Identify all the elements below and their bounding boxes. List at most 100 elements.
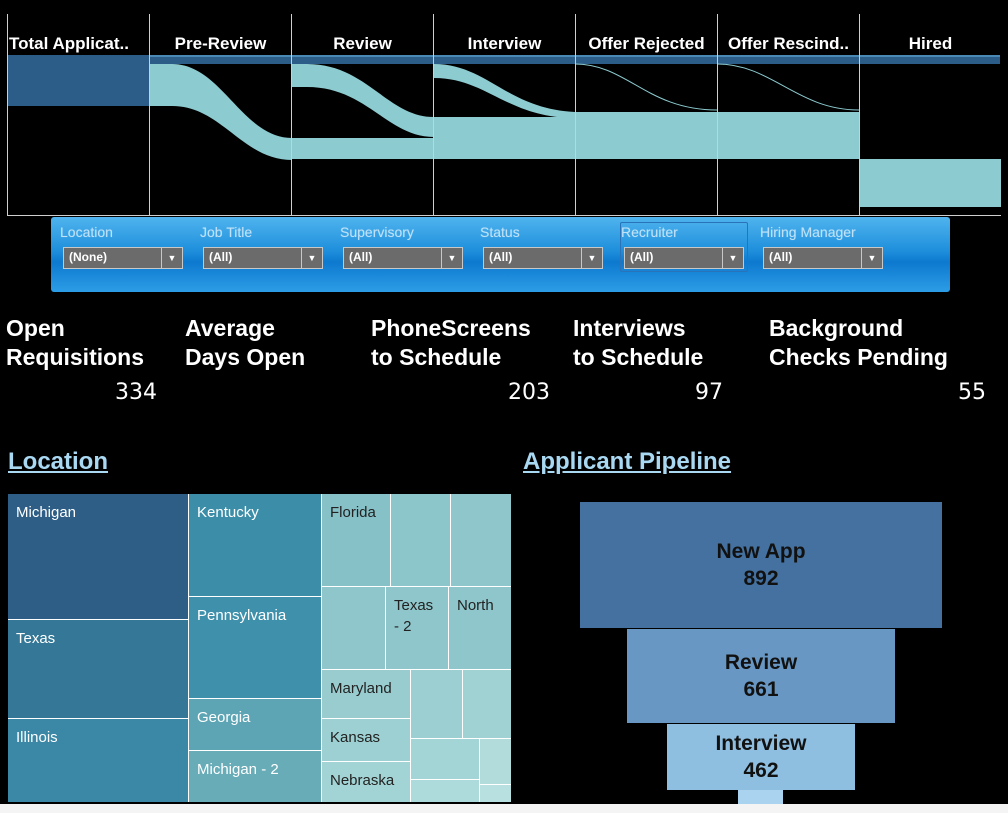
treemap-tile-unlabeled[interactable] xyxy=(480,739,511,784)
treemap-tile-kentucky[interactable]: Kentucky xyxy=(189,494,321,596)
tile-label: Maryland xyxy=(330,680,392,697)
filter-supervisory: Supervisory (All) ▼ xyxy=(340,223,466,269)
sankey-chart xyxy=(7,14,1001,216)
funnel-stage-next[interactable] xyxy=(738,790,783,804)
select-value: (All) xyxy=(769,250,793,264)
select-value: (All) xyxy=(630,250,654,264)
treemap-tile-unlabeled[interactable] xyxy=(391,494,450,586)
kpi-phonescreens-label: PhoneScreens to Schedule xyxy=(371,314,531,372)
sankey-top-band xyxy=(149,55,1000,64)
kpi-line: Checks Pending xyxy=(769,344,948,370)
funnel-stage-value: 661 xyxy=(743,678,779,701)
tile-label: Nebraska xyxy=(330,772,395,789)
kpi-average-days-open-label: Average Days Open xyxy=(185,314,305,372)
kpi-line: to Schedule xyxy=(371,344,502,370)
status-select[interactable]: (All) ▼ xyxy=(483,247,603,269)
sankey-node-total xyxy=(8,55,149,106)
kpi-line: Open xyxy=(6,315,65,341)
tile-label: Texas - 2 xyxy=(394,597,434,635)
sankey-flow-review xyxy=(292,64,434,137)
recruiter-select[interactable]: (All) ▼ xyxy=(624,247,744,269)
treemap-tile-unlabeled[interactable] xyxy=(411,780,479,802)
select-value: (None) xyxy=(69,250,107,264)
treemap-tile-unlabeled[interactable] xyxy=(463,670,511,738)
stage-label-hired: Hired xyxy=(908,34,953,53)
filter-label: Job Title xyxy=(200,224,253,240)
funnel-stage-label: Review xyxy=(724,651,798,674)
kpi-line: to Schedule xyxy=(573,344,704,370)
treemap-tile-georgia[interactable]: Georgia xyxy=(189,699,321,750)
treemap-tile-unlabeled[interactable] xyxy=(322,587,385,669)
filter-job-title: Job Title (All) ▼ xyxy=(200,223,326,269)
kpi-line: Days Open xyxy=(185,344,306,370)
stage-label-pre-review: Pre-Review xyxy=(174,34,267,53)
funnel-stage-value: 462 xyxy=(743,759,779,782)
tile-label: Illinois xyxy=(16,729,58,746)
kpi-open-requisitions-label: Open Requisitions xyxy=(6,314,144,372)
treemap-tile-michigan-2[interactable]: Michigan - 2 xyxy=(189,751,321,802)
sankey-flow-offer-rejected xyxy=(575,112,717,159)
chevron-down-icon[interactable]: ▼ xyxy=(161,248,182,268)
treemap-tile-michigan[interactable]: Michigan xyxy=(8,494,188,619)
sankey-node-hired xyxy=(860,159,1001,207)
filter-label: Supervisory xyxy=(340,224,414,240)
tile-label: Kansas xyxy=(330,729,381,746)
stage-label-offer-rejected: Offer Rejected xyxy=(588,34,705,53)
stage-label-review: Review xyxy=(333,34,392,53)
location-select[interactable]: (None) ▼ xyxy=(63,247,183,269)
location-title[interactable]: Location xyxy=(8,448,108,475)
location-treemap: Michigan Texas Illinois Kentucky Pennsyl… xyxy=(8,494,511,802)
kpi-interviews-value: 97 xyxy=(695,380,723,405)
filter-label: Recruiter xyxy=(621,224,678,240)
sankey-flow-offer-rescinded xyxy=(717,112,859,159)
tile-label: North xyxy=(457,597,494,614)
select-value: (All) xyxy=(489,250,513,264)
chevron-down-icon[interactable]: ▼ xyxy=(301,248,322,268)
applicant-flow-sankey: Total Applicat.. Pre-Review Review Inter… xyxy=(7,14,1001,216)
chevron-down-icon[interactable]: ▼ xyxy=(861,248,882,268)
filter-status: Status (All) ▼ xyxy=(480,223,606,269)
filter-label: Location xyxy=(60,224,113,240)
kpi-line: Average xyxy=(185,315,275,341)
treemap-tile-unlabeled[interactable] xyxy=(411,670,462,738)
supervisory-select[interactable]: (All) ▼ xyxy=(343,247,463,269)
tile-label: Pennsylvania xyxy=(197,607,287,624)
job-title-select[interactable]: (All) ▼ xyxy=(203,247,323,269)
treemap-tile-pennsylvania[interactable]: Pennsylvania xyxy=(189,597,321,698)
chevron-down-icon[interactable]: ▼ xyxy=(441,248,462,268)
treemap-tile-texas[interactable]: Texas xyxy=(8,620,188,718)
tile-label: Georgia xyxy=(197,709,251,726)
treemap-tile-unlabeled[interactable] xyxy=(451,494,511,586)
tile-label: Florida xyxy=(330,504,376,521)
tile-label: Texas xyxy=(16,630,56,647)
stage-label-total: Total Applicat.. xyxy=(9,34,129,53)
hiring-manager-select[interactable]: (All) ▼ xyxy=(763,247,883,269)
treemap-tile-unlabeled[interactable] xyxy=(411,739,479,779)
filter-label: Status xyxy=(480,224,520,240)
kpi-background-checks-value: 55 xyxy=(958,380,986,405)
treemap-tile-nebraska[interactable]: Nebraska xyxy=(322,762,410,802)
funnel-stage-new-app[interactable]: New App 892 xyxy=(580,502,942,628)
stage-label-offer-rescinded: Offer Rescind.. xyxy=(728,34,849,53)
filter-location: Location (None) ▼ xyxy=(60,223,186,269)
chevron-down-icon[interactable]: ▼ xyxy=(722,248,743,268)
chevron-down-icon[interactable]: ▼ xyxy=(581,248,602,268)
funnel-stage-review[interactable]: Review 661 xyxy=(627,629,895,723)
treemap-tile-maryland[interactable]: Maryland xyxy=(322,670,410,718)
treemap-tile-texas-2[interactable]: Texas - 2 xyxy=(386,587,448,669)
funnel-stage-interview[interactable]: Interview 462 xyxy=(667,724,855,790)
treemap-tile-unlabeled[interactable] xyxy=(480,785,511,802)
stage-label-interview: Interview xyxy=(467,34,542,53)
treemap-tile-illinois[interactable]: Illinois xyxy=(8,719,188,802)
kpi-interviews-label: Interviews to Schedule xyxy=(573,314,703,372)
filter-recruiter: Recruiter (All) ▼ xyxy=(620,222,748,272)
sankey-flow-interview xyxy=(434,64,575,118)
treemap-tile-kansas[interactable]: Kansas xyxy=(322,719,410,761)
funnel-stage-value: 892 xyxy=(743,567,779,590)
treemap-tile-florida[interactable]: Florida xyxy=(322,494,390,586)
treemap-tile-north[interactable]: North xyxy=(449,587,511,669)
filter-label: Hiring Manager xyxy=(760,224,856,240)
tile-label: Kentucky xyxy=(197,504,259,521)
filter-hiring-manager: Hiring Manager (All) ▼ xyxy=(760,223,886,269)
applicant-pipeline-title[interactable]: Applicant Pipeline xyxy=(523,448,732,475)
